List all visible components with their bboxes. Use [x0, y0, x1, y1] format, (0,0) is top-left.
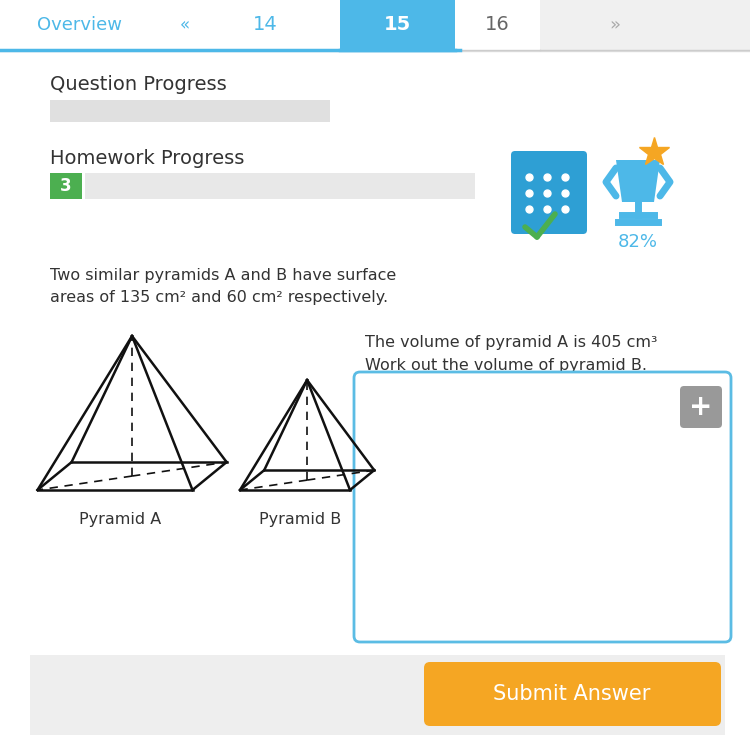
FancyBboxPatch shape [680, 386, 722, 428]
Text: Pyramid B: Pyramid B [259, 512, 341, 527]
FancyBboxPatch shape [0, 0, 460, 50]
Text: Question Progress: Question Progress [50, 76, 226, 94]
Polygon shape [616, 160, 660, 202]
FancyBboxPatch shape [50, 100, 330, 122]
FancyBboxPatch shape [424, 662, 721, 726]
FancyBboxPatch shape [511, 151, 587, 234]
FancyBboxPatch shape [540, 0, 750, 50]
FancyBboxPatch shape [455, 0, 540, 50]
Text: 14: 14 [253, 16, 278, 34]
Text: 15: 15 [383, 16, 411, 34]
Text: Pyramid A: Pyramid A [79, 512, 161, 527]
FancyBboxPatch shape [85, 173, 475, 199]
Text: Two similar pyramids A and B have surface
areas of 135 cm² and 60 cm² respective: Two similar pyramids A and B have surfac… [50, 268, 396, 305]
Text: Homework Progress: Homework Progress [50, 148, 244, 167]
Text: «: « [180, 16, 190, 34]
Text: 16: 16 [484, 16, 509, 34]
Text: »: » [610, 16, 620, 34]
Text: 82%: 82% [618, 233, 658, 251]
Text: Submit Answer: Submit Answer [494, 684, 651, 704]
Text: The volume of pyramid A is 405 cm³: The volume of pyramid A is 405 cm³ [365, 335, 658, 350]
FancyBboxPatch shape [30, 655, 725, 735]
Text: Overview: Overview [38, 16, 122, 34]
Text: Work out the volume of pyramid B.: Work out the volume of pyramid B. [365, 358, 647, 373]
Text: +: + [689, 393, 712, 421]
FancyBboxPatch shape [354, 372, 731, 642]
FancyBboxPatch shape [340, 0, 455, 50]
Text: 3: 3 [60, 177, 72, 195]
FancyBboxPatch shape [50, 173, 82, 199]
